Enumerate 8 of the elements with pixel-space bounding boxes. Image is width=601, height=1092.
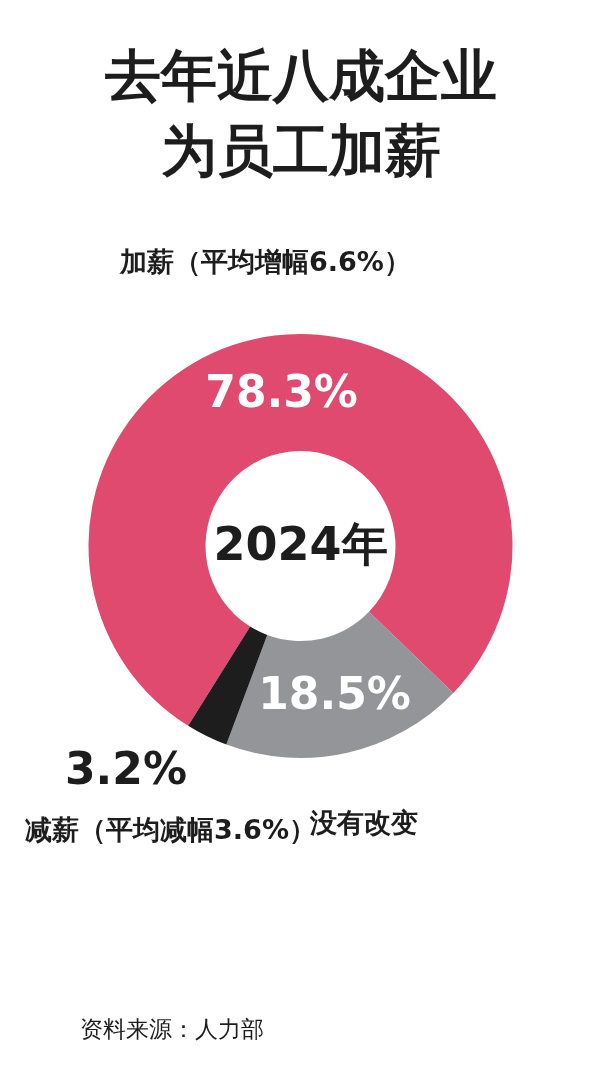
text: 2024年 — [213, 517, 388, 571]
text: 资料来源：人力部 — [80, 1016, 264, 1042]
slice-label: 加薪（平均增幅6.6%） — [119, 246, 411, 278]
data-label: 18.5% — [258, 667, 411, 719]
donut-slice — [88, 334, 513, 726]
chart-title: 去年近八成企业为员工加薪 — [103, 43, 497, 183]
data-label: 3.2% — [64, 743, 188, 795]
data-label: 78.3% — [205, 365, 358, 417]
